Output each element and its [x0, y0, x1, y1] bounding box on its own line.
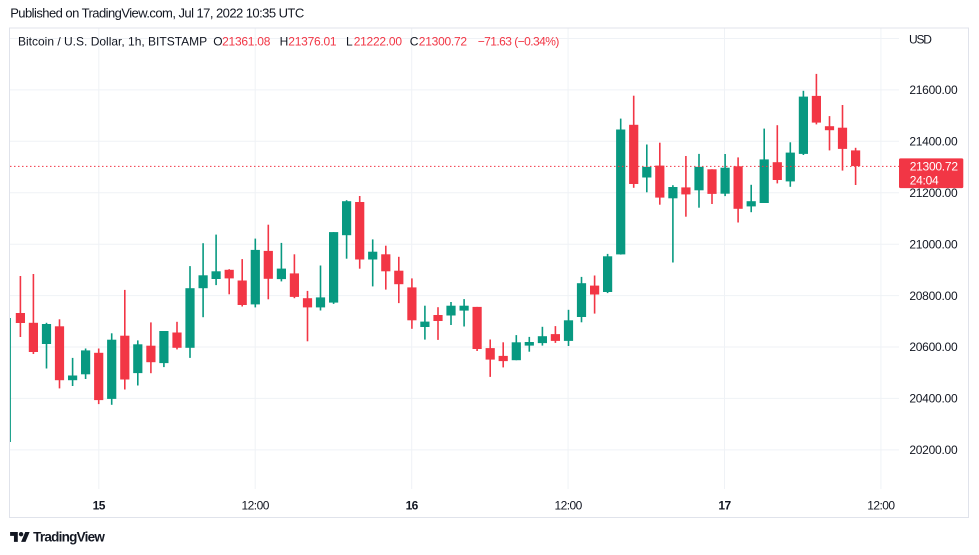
svg-text:USD: USD	[909, 33, 932, 47]
svg-text:Published on TradingView.com,: Published on TradingView.com, Jul 17, 20…	[10, 5, 304, 20]
svg-text:12:00: 12:00	[867, 499, 895, 513]
svg-text:21361.08: 21361.08	[222, 35, 271, 49]
svg-text:20200.00: 20200.00	[909, 443, 958, 457]
svg-text:Bitcoin / U.S. Dollar, 1h, BIT: Bitcoin / U.S. Dollar, 1h, BITSTAMP	[18, 35, 207, 49]
svg-text:L: L	[346, 35, 353, 49]
svg-text:21000.00: 21000.00	[909, 237, 958, 251]
svg-text:17: 17	[718, 499, 731, 513]
svg-text:O: O	[213, 35, 222, 49]
svg-text:21600.00: 21600.00	[909, 83, 958, 97]
svg-text:21376.01: 21376.01	[288, 35, 337, 49]
svg-text:15: 15	[93, 499, 106, 513]
svg-text:21200.00: 21200.00	[909, 186, 958, 200]
svg-text:21400.00: 21400.00	[909, 135, 958, 149]
svg-text:H: H	[280, 35, 289, 49]
svg-text:20400.00: 20400.00	[909, 392, 958, 406]
svg-text:TradingView: TradingView	[33, 530, 105, 545]
svg-text:12:00: 12:00	[554, 499, 582, 513]
svg-text:−71.63 (−0.34%): −71.63 (−0.34%)	[478, 35, 560, 49]
svg-text:20800.00: 20800.00	[909, 289, 958, 303]
svg-text:21300.72: 21300.72	[419, 35, 468, 49]
svg-text:24:04: 24:04	[910, 174, 939, 188]
svg-text:20600.00: 20600.00	[909, 340, 958, 354]
svg-text:C: C	[410, 35, 419, 49]
svg-text:21300.72: 21300.72	[910, 160, 959, 174]
svg-text:12:00: 12:00	[242, 499, 270, 513]
svg-text:21222.00: 21222.00	[354, 35, 403, 49]
svg-text:16: 16	[406, 499, 419, 513]
